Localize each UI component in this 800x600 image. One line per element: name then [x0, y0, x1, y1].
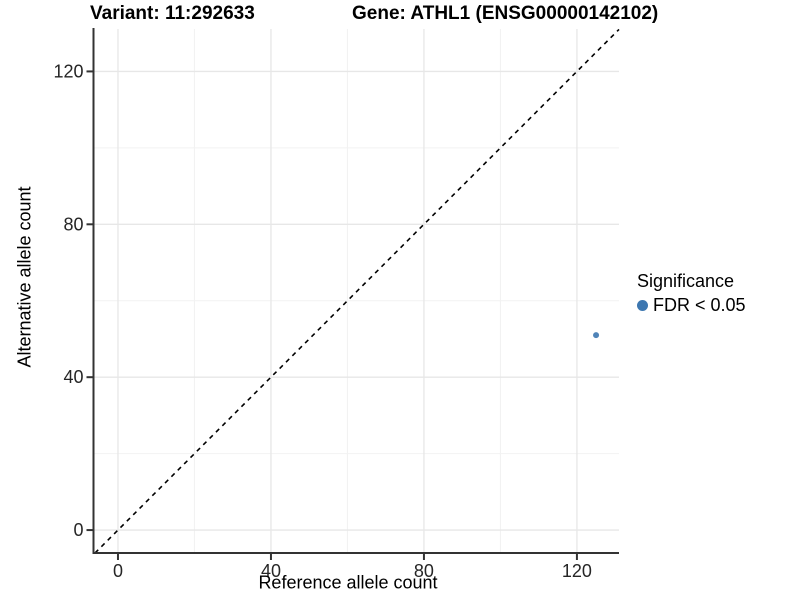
legend-title: Significance	[637, 271, 735, 291]
x-axis-title: Reference allele count	[258, 572, 438, 593]
y-tick-label: 40	[63, 367, 83, 387]
y-tick-label: 0	[73, 520, 83, 540]
variant-title: Variant: 11:292633	[90, 3, 255, 24]
x-tick-label: 0	[113, 561, 123, 581]
legend-entries: FDR < 0.05	[637, 294, 746, 316]
x-tick-label: 40	[261, 561, 281, 581]
legend-point-icon	[637, 299, 648, 311]
identity-dashed-line	[94, 28, 620, 554]
gene-title: Gene: ATHL1 (ENSG00000142102)	[352, 3, 659, 24]
legend-entry-label: FDR < 0.05	[653, 295, 746, 315]
legend-entry: FDR < 0.05	[637, 294, 746, 316]
y-tick-label: 120	[53, 61, 83, 81]
legend: Significance FDR < 0.05	[637, 270, 746, 316]
x-tick-label: 80	[414, 561, 434, 581]
y-tick-label: 80	[63, 214, 83, 234]
data-point	[593, 332, 600, 339]
y-axis-title: Alternative allele count	[14, 186, 35, 368]
x-tick-label: 120	[562, 561, 592, 581]
